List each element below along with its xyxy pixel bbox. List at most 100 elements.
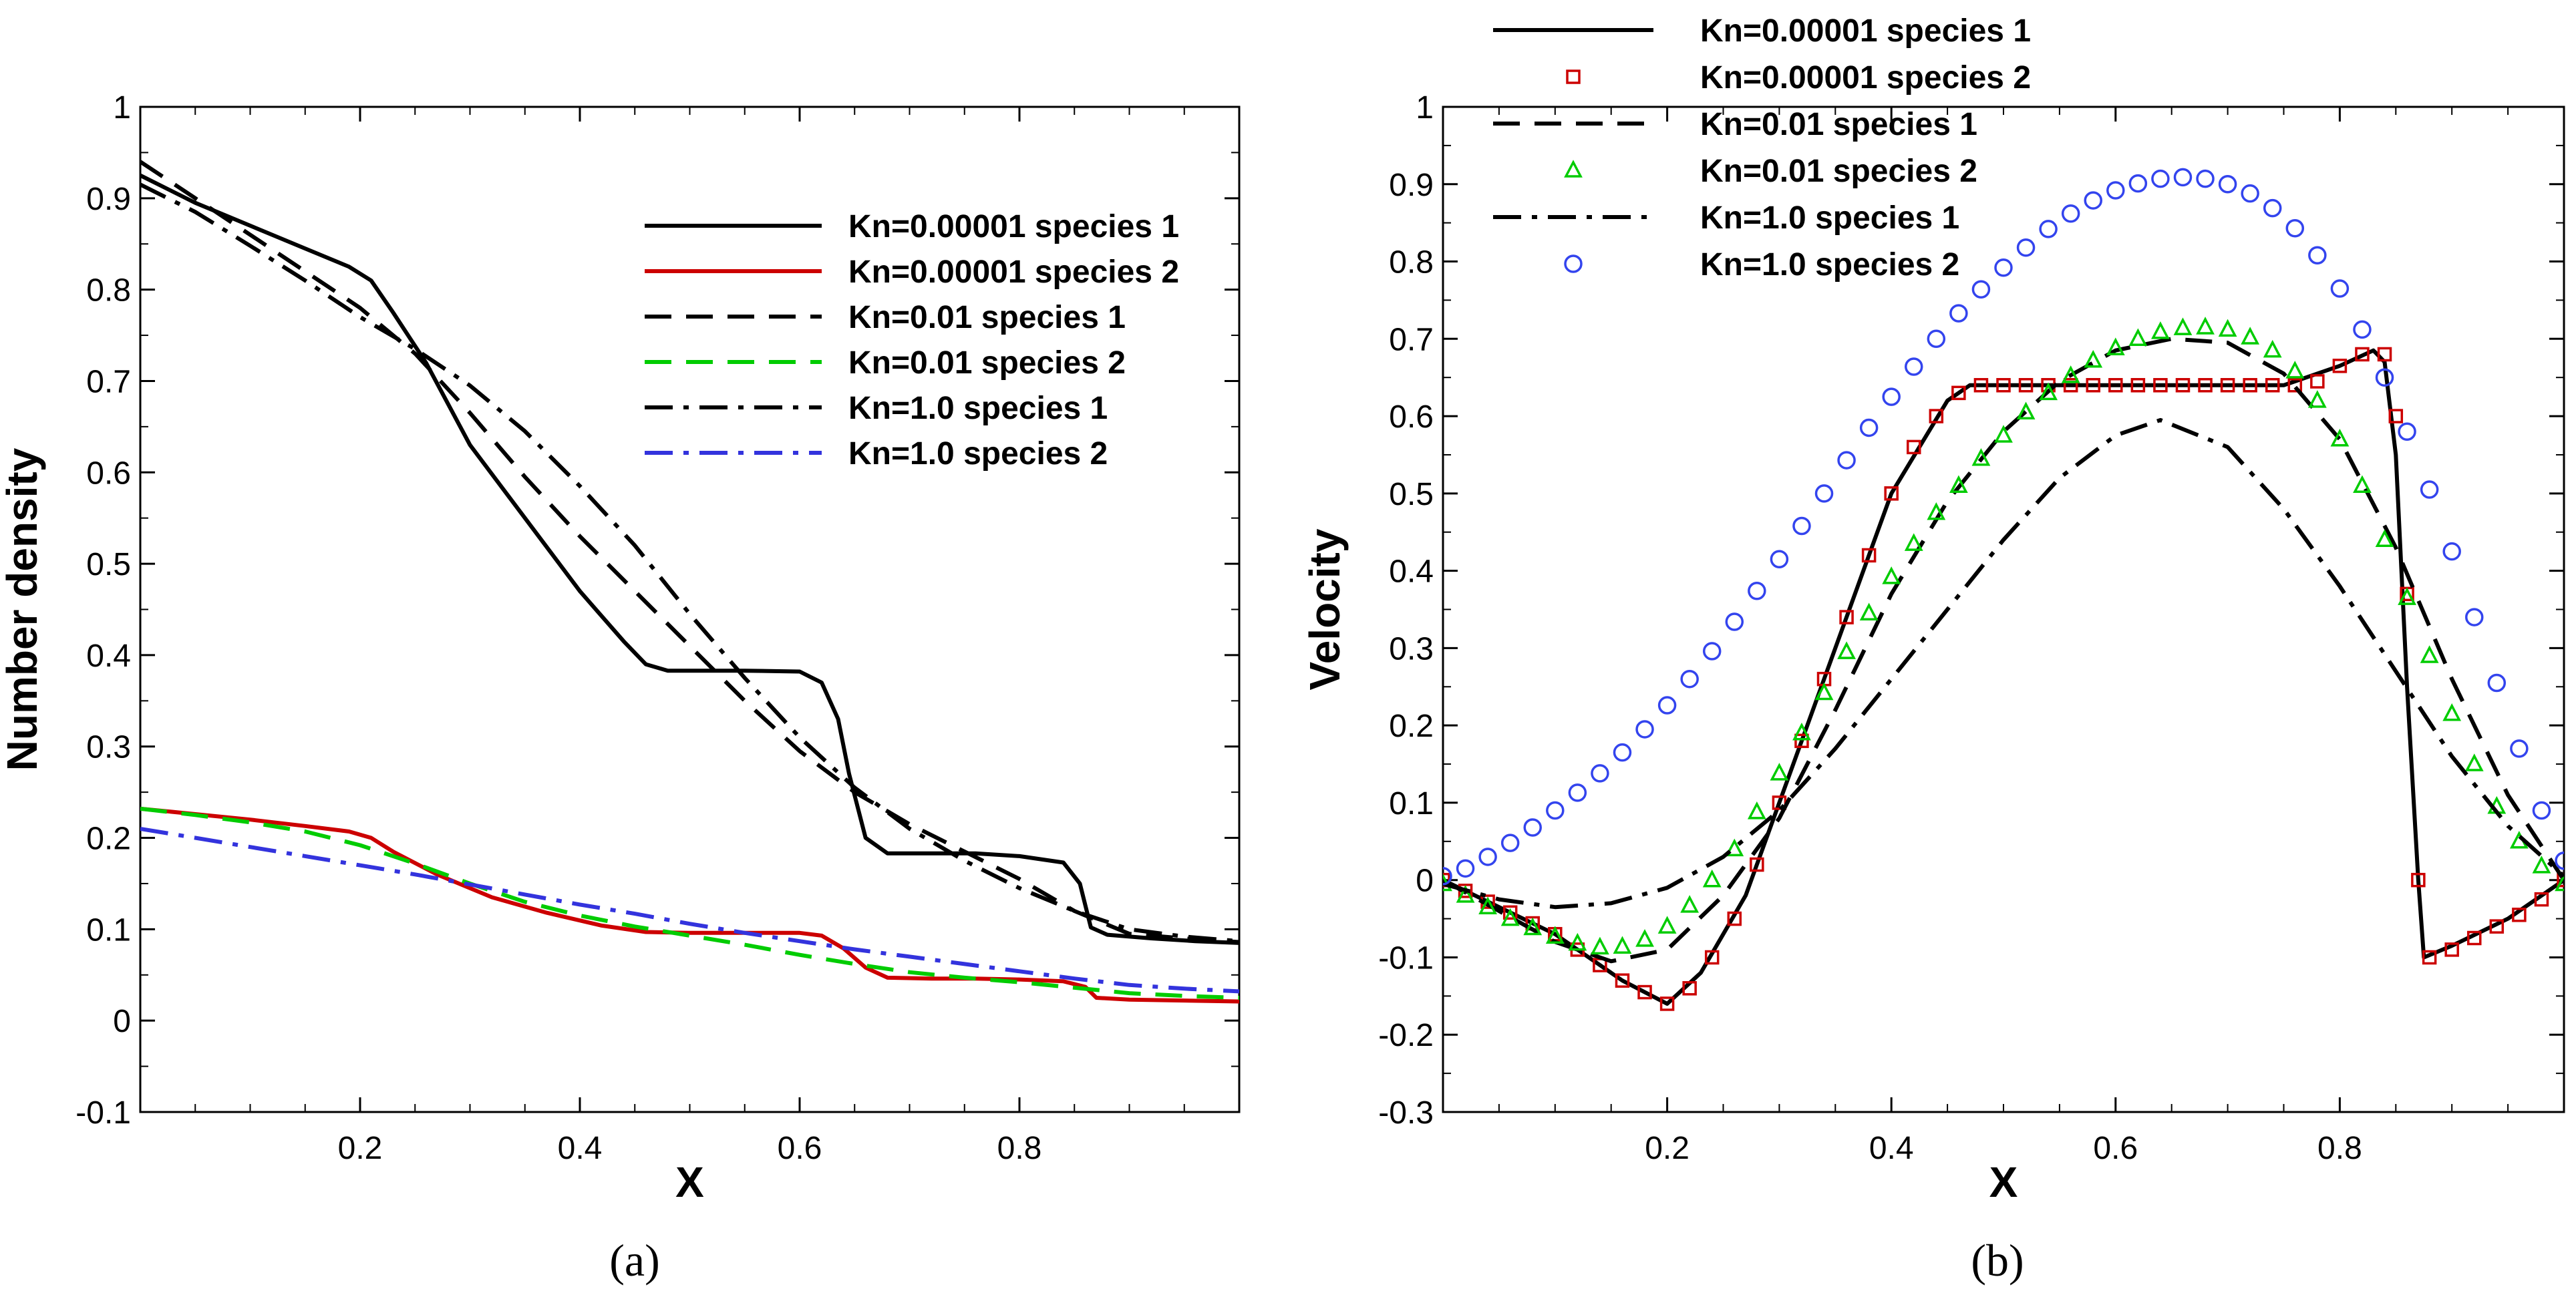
legend-label: Kn=0.01 species 1 bbox=[848, 300, 1126, 335]
legend: Kn=0.00001 species 1 Kn=0.00001 species 2… bbox=[645, 209, 1179, 472]
x-axis-title: X bbox=[675, 1158, 704, 1206]
series-kn-0-00001-species-2-point bbox=[1637, 984, 1652, 1000]
legend-item: Kn=1.0 species 2 bbox=[645, 436, 1108, 472]
data-layer bbox=[140, 160, 1239, 1004]
series-kn-0-00001-species-2-point bbox=[1861, 548, 1877, 563]
series-kn-0-00001-species-2-point bbox=[2411, 872, 2426, 888]
series-kn-1-0-species-2-point bbox=[1568, 783, 1587, 802]
x-tick-label: 0.4 bbox=[558, 1131, 603, 1166]
x-tick-label: 0.4 bbox=[1869, 1131, 1914, 1166]
y-tick-label: 0.1 bbox=[86, 912, 131, 948]
series-kn-0-00001-species-2-line bbox=[140, 806, 1239, 1004]
x-tick-label: 0.6 bbox=[2093, 1131, 2138, 1166]
series-kn-0-01-species-2-point bbox=[2039, 382, 2058, 401]
series-kn-1-0-species-2-point bbox=[1500, 834, 1520, 852]
y-tick-label: 0.3 bbox=[1389, 631, 1434, 667]
series-kn-0-00001-species-2-point bbox=[2108, 378, 2123, 393]
series-kn-0-01-species-2-point bbox=[2375, 529, 2394, 548]
y-tick-label: 1 bbox=[1416, 90, 1434, 126]
y-tick-label: 0.8 bbox=[1389, 245, 1434, 281]
series-kn-0-00001-species-2-point bbox=[2018, 378, 2034, 393]
series-kn-1-0-species-2-point bbox=[2285, 219, 2305, 238]
series-kn-1-0-species-2-point bbox=[1523, 818, 1542, 837]
series-kn-0-01-species-2-point bbox=[2398, 587, 2416, 605]
series-kn-0-01-species-2-point bbox=[1500, 908, 1520, 926]
y-tick-label: -0.1 bbox=[1378, 940, 1434, 976]
series-kn-0-00001-species-2-point bbox=[2444, 942, 2459, 957]
series-kn-1-0-species-2-point bbox=[2330, 279, 2350, 298]
y-tick-label: 0.5 bbox=[1389, 477, 1434, 512]
series-kn-0-01-species-2-point bbox=[2420, 645, 2439, 663]
series-kn-0-00001-species-2-point bbox=[1951, 385, 1966, 401]
series-kn-0-01-species-2-point bbox=[1882, 566, 1901, 584]
legend-label: Kn=0.00001 species 1 bbox=[1700, 13, 2031, 49]
series-kn-0-01-species-2-point bbox=[1545, 926, 1565, 944]
series-kn-1-0-species-2-point bbox=[1613, 743, 1632, 762]
series-kn-0-00001-species-2-point bbox=[1929, 409, 1944, 423]
series-kn-0-01-species-2-point bbox=[2241, 327, 2260, 345]
legend-label: Kn=1.0 species 2 bbox=[1700, 247, 1959, 283]
series-kn-0-00001-species-2-point bbox=[2287, 378, 2303, 393]
series-kn-1-0-species-2-point bbox=[2398, 422, 2416, 441]
series-kn-0-00001-species-2-point bbox=[1502, 905, 1518, 920]
panel-caption: (a) bbox=[609, 1235, 659, 1286]
legend-label: Kn=0.01 species 2 bbox=[1700, 154, 1977, 189]
series-kn-0-00001-species-2-point bbox=[2377, 347, 2392, 362]
series-kn-1-0-species-2-point bbox=[2173, 168, 2193, 187]
series-kn-0-01-species-2-point bbox=[1456, 885, 1475, 903]
panel-b: -0.3 -0.2 -0.1 0 0.1 0.2 0.3 0.4 0.5 0.6 0.7 0.8 0.9… bbox=[1301, 13, 2565, 1286]
series-kn-1-0-species-2-line bbox=[140, 826, 1239, 994]
y-tick-label: 0.7 bbox=[86, 364, 131, 399]
series-kn-1-0-species-2-point bbox=[1725, 612, 1744, 631]
series-kn-1-0-species-2-point bbox=[1702, 642, 1722, 661]
series-kn-0-00001-species-2-point bbox=[2175, 378, 2191, 393]
series-kn-1-0-species-2-point bbox=[2151, 169, 2170, 188]
series-kn-0-01-species-2-point bbox=[2196, 317, 2215, 335]
series-kn-1-0-species-2-point bbox=[2442, 542, 2461, 561]
series-kn-0-01-species-1-line bbox=[1443, 337, 2564, 964]
series-kn-0-01-species-2-point bbox=[2061, 365, 2080, 383]
series-kn-0-00001-species-2-point bbox=[1727, 911, 1742, 926]
series-kn-0-00001-species-2-point bbox=[2355, 347, 2370, 362]
series-kn-1-0-species-2-point bbox=[2263, 198, 2282, 218]
series-kn-0-01-species-2-point bbox=[1657, 916, 1677, 934]
series-kn-0-01-species-2-point bbox=[2106, 337, 2125, 355]
legend-label: Kn=1.0 species 1 bbox=[1700, 200, 1959, 236]
y-tick-label: -0.2 bbox=[1378, 1018, 1434, 1053]
series-kn-0-01-species-2-line bbox=[140, 806, 1239, 1000]
series-kn-0-01-species-2-point bbox=[1770, 763, 1789, 781]
series-kn-1-0-species-2-point bbox=[1546, 801, 1565, 820]
series-kn-0-00001-species-2-point bbox=[1884, 486, 1899, 501]
series-kn-0-00001-species-2-point bbox=[1839, 610, 1854, 624]
x-tick-label: 0.2 bbox=[338, 1131, 383, 1166]
legend-swatch bbox=[1564, 160, 1583, 178]
series-kn-0-01-species-2-point bbox=[1904, 533, 1923, 551]
series-kn-1-0-species-2-point bbox=[1837, 451, 1856, 470]
series-kn-0-01-species-2-point bbox=[2555, 873, 2564, 892]
series-kn-0-00001-species-2-point bbox=[2086, 378, 2100, 393]
series-kn-0-01-species-2-point bbox=[1971, 447, 1991, 466]
y-tick-label: -0.1 bbox=[75, 1095, 131, 1131]
y-tick-label: 0.2 bbox=[86, 821, 131, 857]
series-kn-0-00001-species-2-point bbox=[2332, 359, 2348, 373]
series-kn-0-00001-species-2-point bbox=[1615, 973, 1630, 988]
series-kn-0-00001-species-2-point bbox=[2534, 892, 2549, 907]
x-tick-label: 0.2 bbox=[1645, 1131, 1689, 1166]
series-kn-0-00001-species-2-point bbox=[2388, 409, 2404, 423]
y-tick-label: 0.1 bbox=[1389, 786, 1434, 821]
series-kn-1-0-species-2-point bbox=[1456, 859, 1475, 878]
panel-caption: (b) bbox=[1971, 1235, 2024, 1286]
series-kn-1-0-species-2-point bbox=[1478, 848, 1497, 866]
y-tick-label: 0.4 bbox=[1389, 554, 1434, 590]
legend-label: Kn=0.01 species 1 bbox=[1700, 107, 1977, 142]
legend-item: Kn=0.00001 species 1 bbox=[645, 209, 1179, 244]
series-kn-0-01-species-2-point bbox=[1927, 502, 1946, 520]
series-kn-0-01-species-2-point bbox=[2353, 475, 2372, 494]
series-kn-0-01-species-2-point bbox=[1591, 936, 1609, 955]
y-tick-label: 0.9 bbox=[86, 182, 131, 217]
series-kn-1-0-species-2-point bbox=[1971, 280, 1991, 299]
x-tick-label: 0.6 bbox=[778, 1131, 822, 1166]
series-kn-0-00001-species-2-point bbox=[1704, 950, 1720, 965]
series-kn-1-0-species-2-point bbox=[1905, 357, 1923, 376]
